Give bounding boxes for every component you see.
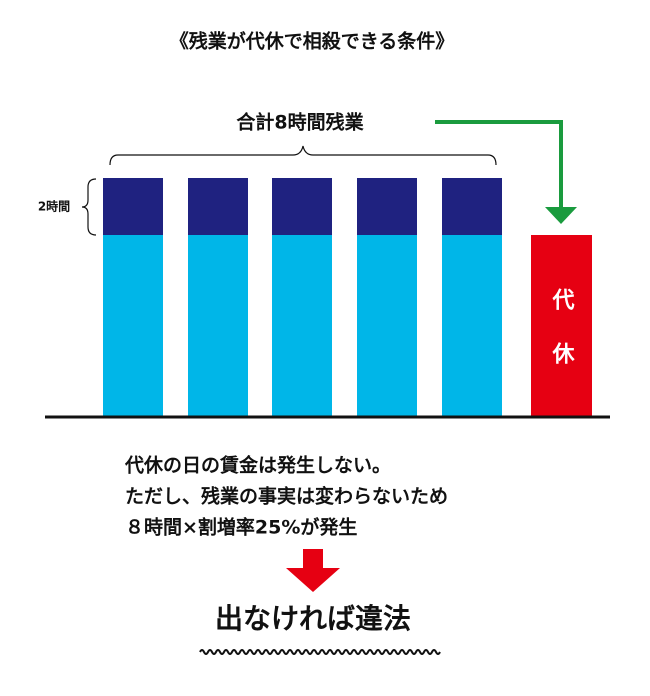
unit-label: 2時間 [38, 199, 70, 214]
note: ただし、残業の事実は変わらないため [125, 485, 448, 508]
wavy-underline [199, 649, 441, 655]
conclusion: 出なければ違法 [215, 602, 411, 635]
overtime-part [272, 178, 332, 235]
overtime-columns [103, 178, 502, 416]
total-label: 合計8時間残業 [236, 111, 364, 134]
work-part [103, 235, 163, 416]
unit-brace [81, 178, 97, 236]
overtime-part [442, 178, 502, 235]
work-part [272, 235, 332, 416]
note: ８時間×割増率25%が発生 [125, 516, 357, 539]
work-part [442, 235, 502, 416]
total-brace [109, 145, 497, 166]
work-part [357, 235, 417, 416]
day-off-label: 代休 [549, 288, 576, 396]
title: 《残業が代休で相殺できる条件》 [170, 30, 455, 53]
overtime-part [357, 178, 417, 235]
arrow [435, 120, 563, 210]
work-part [188, 235, 248, 416]
arrow-head [545, 207, 577, 224]
day-off-column [531, 235, 592, 416]
down-arrow [286, 549, 340, 592]
overtime-part [188, 178, 248, 235]
overtime-part [103, 178, 163, 235]
note: 代休の日の賃金は発生しない。 [124, 454, 391, 477]
